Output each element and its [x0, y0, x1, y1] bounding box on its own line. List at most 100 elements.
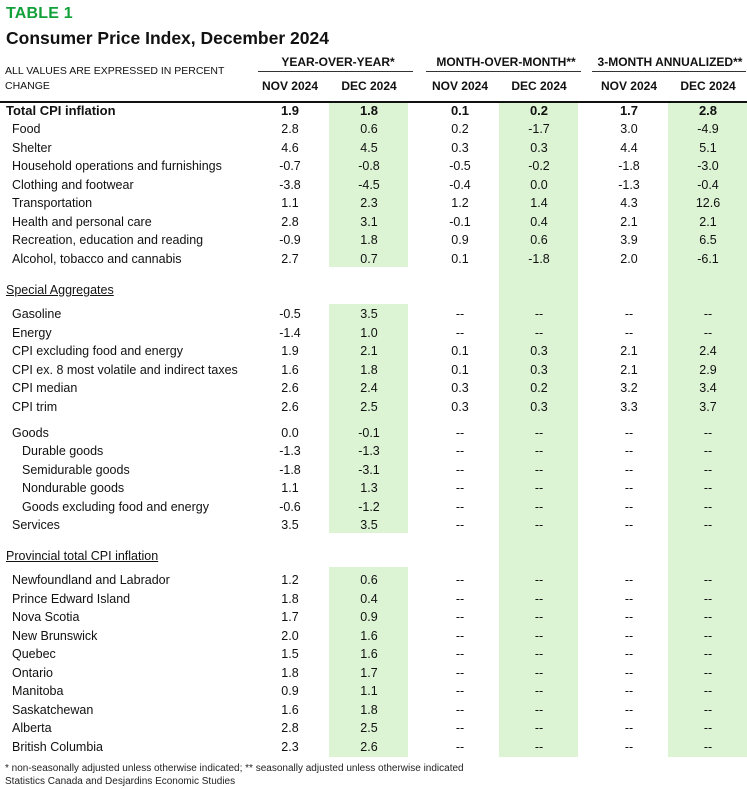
cell-value: 2.0: [281, 629, 299, 643]
table-row: Saskatchewan 1.6 1.8 -- -- -- --: [0, 701, 747, 719]
cell-value: --: [534, 647, 544, 661]
cell-value: --: [703, 666, 713, 680]
cell-value: --: [624, 463, 634, 477]
cell-value: 0.2: [530, 381, 548, 395]
row-label: Gasoline: [12, 307, 62, 321]
row-label: Nondurable goods: [22, 481, 125, 495]
cell-value: --: [534, 326, 544, 340]
table-row: Transportation 1.1 2.3 1.2 1.4 4.3 12.6: [0, 194, 747, 212]
cell-value: 0.3: [530, 344, 548, 358]
cell-value: --: [624, 629, 634, 643]
cell-value: 1.2: [451, 196, 469, 210]
table-row: Manitoba 0.9 1.1 -- -- -- --: [0, 682, 747, 700]
column-header: NOV 2024: [431, 79, 489, 93]
cell-value: 1.8: [359, 103, 379, 118]
row-label: Shelter: [12, 141, 52, 155]
cell-value: --: [703, 684, 713, 698]
cell-value: --: [455, 721, 465, 735]
cell-value: -1.8: [279, 463, 301, 477]
table-row: Alcohol, tobacco and cannabis 2.7 0.7 0.1 -1…: [0, 250, 747, 268]
cell-value: 5.1: [699, 141, 717, 155]
cell-value: --: [624, 481, 634, 495]
cell-value: --: [703, 573, 713, 587]
column-header: DEC 2024: [680, 79, 736, 93]
row-label: Saskatchewan: [12, 703, 94, 717]
cell-value: -1.4: [279, 326, 301, 340]
cell-value: 0.9: [451, 233, 469, 247]
cell-value: --: [534, 307, 544, 321]
cell-value: 2.3: [281, 740, 299, 754]
cell-value: 2.0: [620, 252, 638, 266]
cell-value: 0.9: [360, 610, 378, 624]
cell-value: --: [455, 500, 465, 514]
cell-value: --: [624, 684, 634, 698]
cell-value: 1.6: [281, 363, 299, 377]
cell-value: --: [624, 740, 634, 754]
cell-value: --: [703, 610, 713, 624]
cell-value: 2.3: [360, 196, 378, 210]
group-header-3m: 3-MONTH ANNUALIZED**: [597, 55, 743, 69]
table-row: Energy -1.4 1.0 -- -- -- --: [0, 324, 747, 342]
cell-value: --: [703, 481, 713, 495]
cell-value: -1.3: [279, 444, 301, 458]
cell-value: --: [455, 426, 465, 440]
cell-value: -0.9: [279, 233, 301, 247]
footnote: * non-seasonally adjusted unless otherwi…: [5, 763, 464, 774]
cell-value: --: [455, 518, 465, 532]
cell-value: 3.2: [620, 381, 638, 395]
cell-value: 0.6: [360, 122, 378, 136]
cell-value: 4.6: [281, 141, 299, 155]
cell-value: --: [534, 573, 544, 587]
cell-value: 1.3: [360, 481, 378, 495]
cell-value: 4.5: [360, 141, 378, 155]
cell-value: --: [534, 684, 544, 698]
cell-value: 1.7: [619, 103, 639, 118]
cell-value: -0.6: [279, 500, 301, 514]
table-title: Consumer Price Index, December 2024: [6, 28, 329, 48]
cell-value: -1.7: [528, 122, 550, 136]
cell-value: --: [534, 463, 544, 477]
cell-value: 3.4: [699, 381, 717, 395]
cell-value: 1.8: [281, 666, 299, 680]
cell-value: -4.5: [358, 178, 380, 192]
cell-value: 1.1: [360, 684, 378, 698]
cell-value: --: [455, 481, 465, 495]
cell-value: --: [455, 592, 465, 606]
cell-value: 1.2: [281, 573, 299, 587]
cell-value: --: [703, 647, 713, 661]
cell-value: 12.6: [695, 196, 721, 210]
cell-value: 0.6: [530, 233, 548, 247]
cell-value: 0.3: [530, 363, 548, 377]
cell-value: --: [534, 500, 544, 514]
cell-value: 1.7: [281, 610, 299, 624]
cell-value: -0.1: [358, 426, 380, 440]
cell-value: -0.8: [358, 159, 380, 173]
cell-value: 0.3: [451, 381, 469, 395]
cell-value: --: [703, 592, 713, 606]
cell-value: --: [455, 666, 465, 680]
cell-value: 2.8: [281, 122, 299, 136]
group-underline-mom: [426, 71, 581, 72]
section-title-provincial: Provincial total CPI inflation: [6, 549, 159, 563]
table-row: CPI ex. 8 most volatile and indirect tax…: [0, 361, 747, 379]
cell-value: 1.0: [360, 326, 378, 340]
cell-value: 1.8: [360, 233, 378, 247]
cell-value: --: [455, 326, 465, 340]
cell-value: 3.7: [699, 400, 717, 414]
row-label: Total CPI inflation: [6, 103, 116, 118]
cell-value: -1.8: [618, 159, 640, 173]
header-rule: [0, 101, 747, 103]
cell-value: --: [624, 444, 634, 458]
cell-value: 1.6: [281, 703, 299, 717]
group-header-yoy: YEAR-OVER-YEAR*: [281, 55, 395, 69]
column-header: DEC 2024: [511, 79, 567, 93]
cell-value: -0.7: [279, 159, 301, 173]
cell-value: --: [624, 573, 634, 587]
row-label: Household operations and furnishings: [12, 159, 222, 173]
cell-value: --: [455, 703, 465, 717]
cell-value: 0.1: [450, 103, 470, 118]
cell-value: 0.4: [530, 215, 548, 229]
cell-value: 6.5: [699, 233, 717, 247]
cell-value: --: [703, 721, 713, 735]
cell-value: -0.4: [697, 178, 719, 192]
